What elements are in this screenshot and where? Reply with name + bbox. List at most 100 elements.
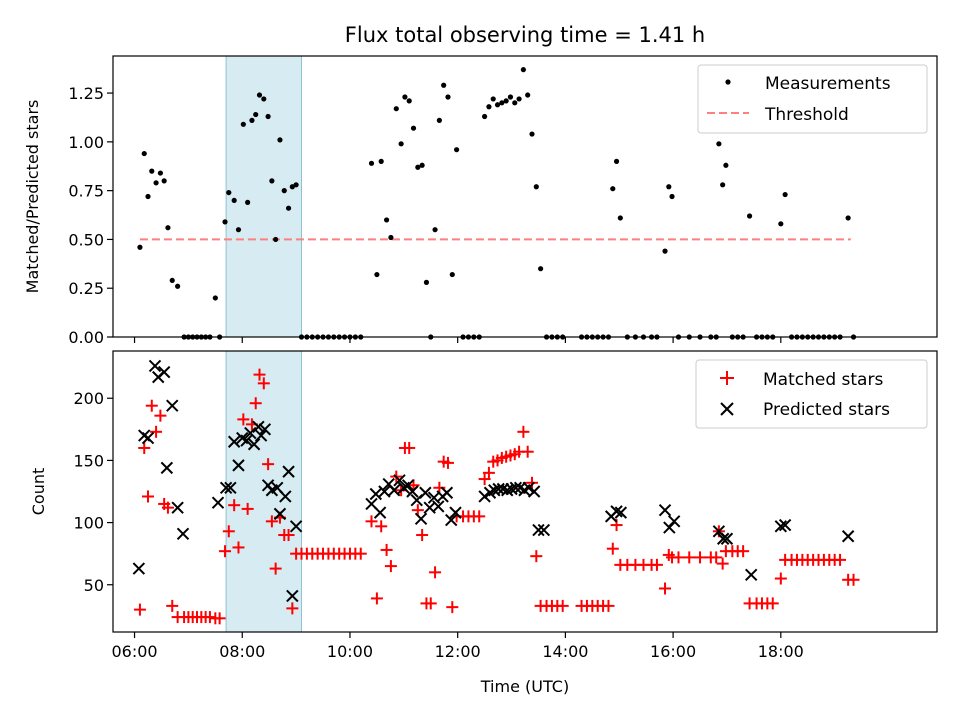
matched-star-point [429,566,442,579]
measurement-point [507,94,514,100]
measurement-point [423,279,430,285]
measurement-point [261,96,267,102]
predicted-star-point [445,513,458,527]
matched-star-point [237,413,250,426]
measurement-point [520,67,526,73]
predicted-star-point [414,512,428,526]
matched-star-point [253,368,266,381]
measurement-point [503,98,509,104]
matched-star-point [710,551,723,564]
bottom-x-tick-label: 08:00 [219,642,265,661]
matched-star-point [365,515,378,528]
predicted-star-point [244,426,257,440]
predicted-star-point [157,365,171,379]
matched-star-point [161,501,174,514]
predicted-star-point [148,359,162,373]
bottom-y-tick-label: 200 [73,389,104,408]
measurement-point [253,111,259,118]
predicted-star-point [258,423,272,436]
predicted-star-point [501,484,514,497]
predicted-star-point [610,505,623,518]
predicted-star-point [232,459,245,472]
bottom-y-tick-label: 100 [73,514,104,533]
bottom-legend: Matched stars Predicted stars [695,359,928,429]
matched-star-point [672,551,685,564]
bottom-panel: 50 100 150 200 06:00 08:00 10:00 12:00 14:00 16:… [29,350,938,696]
measurement-point [141,150,147,157]
matched-star-point [222,525,235,538]
matched-star-point [433,481,446,494]
predicted-star-point [449,506,462,519]
top-legend: Measurements Threshold [697,64,928,134]
legend-matched-marker [720,371,734,385]
measurement-point [617,215,623,221]
measurement-point [368,160,375,166]
predicted-star-point [720,532,734,545]
matched-star-point [659,582,672,595]
measurement-point [432,227,438,233]
measurement-point [512,100,518,106]
matched-star-point [517,425,530,438]
measurement-point [269,178,275,184]
matched-star-point [403,441,416,454]
predicted-star-point [406,485,419,498]
measurement-point [235,227,242,233]
measurement-point [222,219,228,225]
measurement-point [845,215,851,221]
measurement-point [723,162,729,168]
measurement-point [240,121,246,127]
legend-matched-label: Matched stars [763,370,883,390]
measurement-point [613,158,620,164]
bottom-x-tick-label: 14:00 [542,642,588,661]
measurement-point [175,283,181,289]
measurement-point [281,188,287,194]
measurement-point [153,180,159,186]
matched-star-point [441,456,454,469]
top-x-ticks [133,337,782,343]
matched-star-point [380,543,393,556]
matched-star-point [847,573,860,586]
predicted-star-point [522,481,535,494]
matched-star-point [232,541,245,554]
matched-star-point [354,547,367,560]
measurement-point [393,106,399,112]
bottom-x-tick-label: 06:00 [111,642,157,661]
matched-star-point [602,599,615,612]
legend-threshold-label: Threshold [764,105,849,125]
predicted-star-point [141,431,155,445]
measurement-point [145,193,151,200]
bottom-plot-frame [112,350,938,633]
top-panel: 0.00 0.25 0.50 0.75 1.00 1.25 Matched/Predict… [23,55,938,347]
measurement-point [666,184,672,190]
predicted-star-point [532,523,545,537]
matched-star-point [716,557,729,570]
top-y-tick-label: 1.25 [68,84,104,103]
predicted-star-point [132,562,146,575]
top-y-tick-label: 0.00 [68,328,104,347]
predicted-star-point [160,461,174,475]
measurement-point [415,164,421,170]
measurement-point [529,131,535,137]
top-y-tick-label: 0.25 [68,279,104,298]
measurement-point [516,96,522,102]
predicted-star-point [240,434,253,447]
predicted-star-point [658,503,672,517]
matched-star-point [138,441,151,454]
measurement-point [273,236,279,243]
matched-star-point [262,458,275,471]
measurement-point [782,191,788,198]
measurement-point [454,147,460,153]
matched-star-point [142,490,155,503]
predicted-star-point [509,481,523,494]
measurement-point [212,295,218,301]
predicted-star-point [171,501,184,514]
legend-predicted-marker [720,402,734,416]
measurement-point [533,184,539,190]
matched-star-point [411,504,424,517]
matched-star-point [370,592,383,605]
predicted-star-point [254,429,268,442]
measurement-point [277,137,283,143]
measurement-point [293,182,299,188]
matched-star-point [424,597,437,610]
matched-star-point [521,445,534,458]
